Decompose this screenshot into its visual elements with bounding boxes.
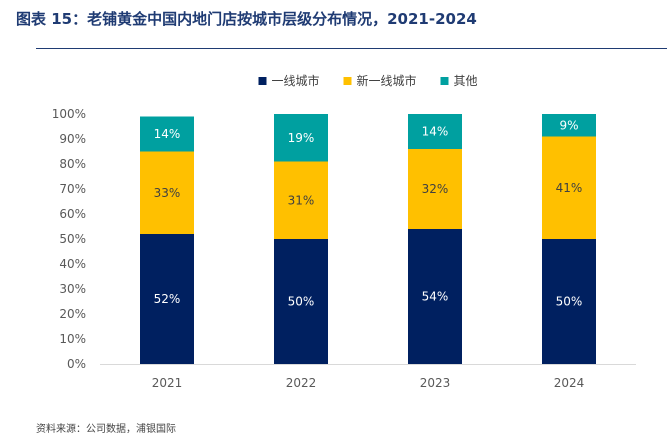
- bar-segment: [542, 114, 596, 137]
- data-label: 19%: [288, 131, 315, 145]
- bar-stack-2021: 52% 33% 14%: [140, 116, 194, 364]
- bar-segment: [274, 161, 328, 239]
- y-tick-label: 80%: [59, 157, 86, 171]
- legend-label: 其他: [454, 74, 478, 88]
- bar-segment: [140, 116, 194, 152]
- legend-swatch: [258, 77, 267, 85]
- data-label: 14%: [154, 127, 181, 141]
- y-tick-label: 90%: [59, 132, 86, 146]
- data-label: 52%: [154, 292, 181, 306]
- data-label: 32%: [422, 182, 449, 196]
- data-label: 33%: [154, 186, 181, 200]
- legend-swatch: [440, 77, 449, 85]
- chart-legend: 一线城市 新一线城市 其他: [258, 73, 478, 88]
- bars: 52% 33% 14% 50% 31% 19% 54% 32% 14% 50% 41% 9%: [140, 114, 596, 364]
- bar-segment: [274, 114, 328, 162]
- legend-item: 一线城市: [258, 73, 320, 88]
- y-axis: 0% 10% 20% 30% 40% 50% 60% 70% 80% 90% 100%: [52, 107, 86, 371]
- data-label: 50%: [556, 295, 583, 309]
- bar-segment: [408, 229, 462, 364]
- title-divider: [36, 48, 667, 49]
- legend-swatch: [343, 77, 352, 85]
- bar-stack-2022: 50% 31% 19%: [274, 114, 328, 364]
- bar-segment: [542, 136, 596, 239]
- legend-item: 新一线城市: [343, 73, 417, 88]
- y-tick-label: 10%: [59, 332, 86, 346]
- data-label: 14%: [422, 125, 449, 139]
- legend-label: 一线城市: [272, 73, 320, 88]
- y-tick-label: 70%: [59, 182, 86, 196]
- bar-segment: [140, 151, 194, 234]
- bar-segment: [140, 234, 194, 364]
- y-tick-label: 40%: [59, 257, 86, 271]
- data-label: 31%: [288, 193, 315, 207]
- x-tick-label: 2024: [554, 376, 585, 390]
- bar-stack-2023: 54% 32% 14%: [408, 114, 462, 364]
- y-tick-label: 0%: [67, 357, 86, 371]
- legend-label: 新一线城市: [357, 73, 417, 88]
- page-title: 图表 15：老铺黄金中国内地门店按城市层级分布情况，2021-2024: [16, 10, 477, 28]
- y-tick-label: 100%: [52, 107, 86, 121]
- bar-stack-2024: 50% 41% 9%: [542, 114, 596, 364]
- x-tick-label: 2021: [152, 376, 183, 390]
- data-label: 50%: [288, 295, 315, 309]
- x-tick-label: 2022: [286, 376, 317, 390]
- y-tick-label: 30%: [59, 282, 86, 296]
- bar-segment: [542, 239, 596, 364]
- data-label: 9%: [559, 118, 578, 132]
- y-tick-label: 50%: [59, 232, 86, 246]
- bar-segment: [408, 114, 462, 149]
- data-label: 54%: [422, 290, 449, 304]
- x-tick-label: 2023: [420, 376, 451, 390]
- bar-segment: [274, 239, 328, 364]
- y-tick-label: 60%: [59, 207, 86, 221]
- y-tick-label: 20%: [59, 307, 86, 321]
- bar-segment: [408, 149, 462, 229]
- data-label: 41%: [556, 181, 583, 195]
- legend-item: 其他: [440, 74, 478, 88]
- x-axis: 2021 2022 2023 2024: [100, 364, 636, 390]
